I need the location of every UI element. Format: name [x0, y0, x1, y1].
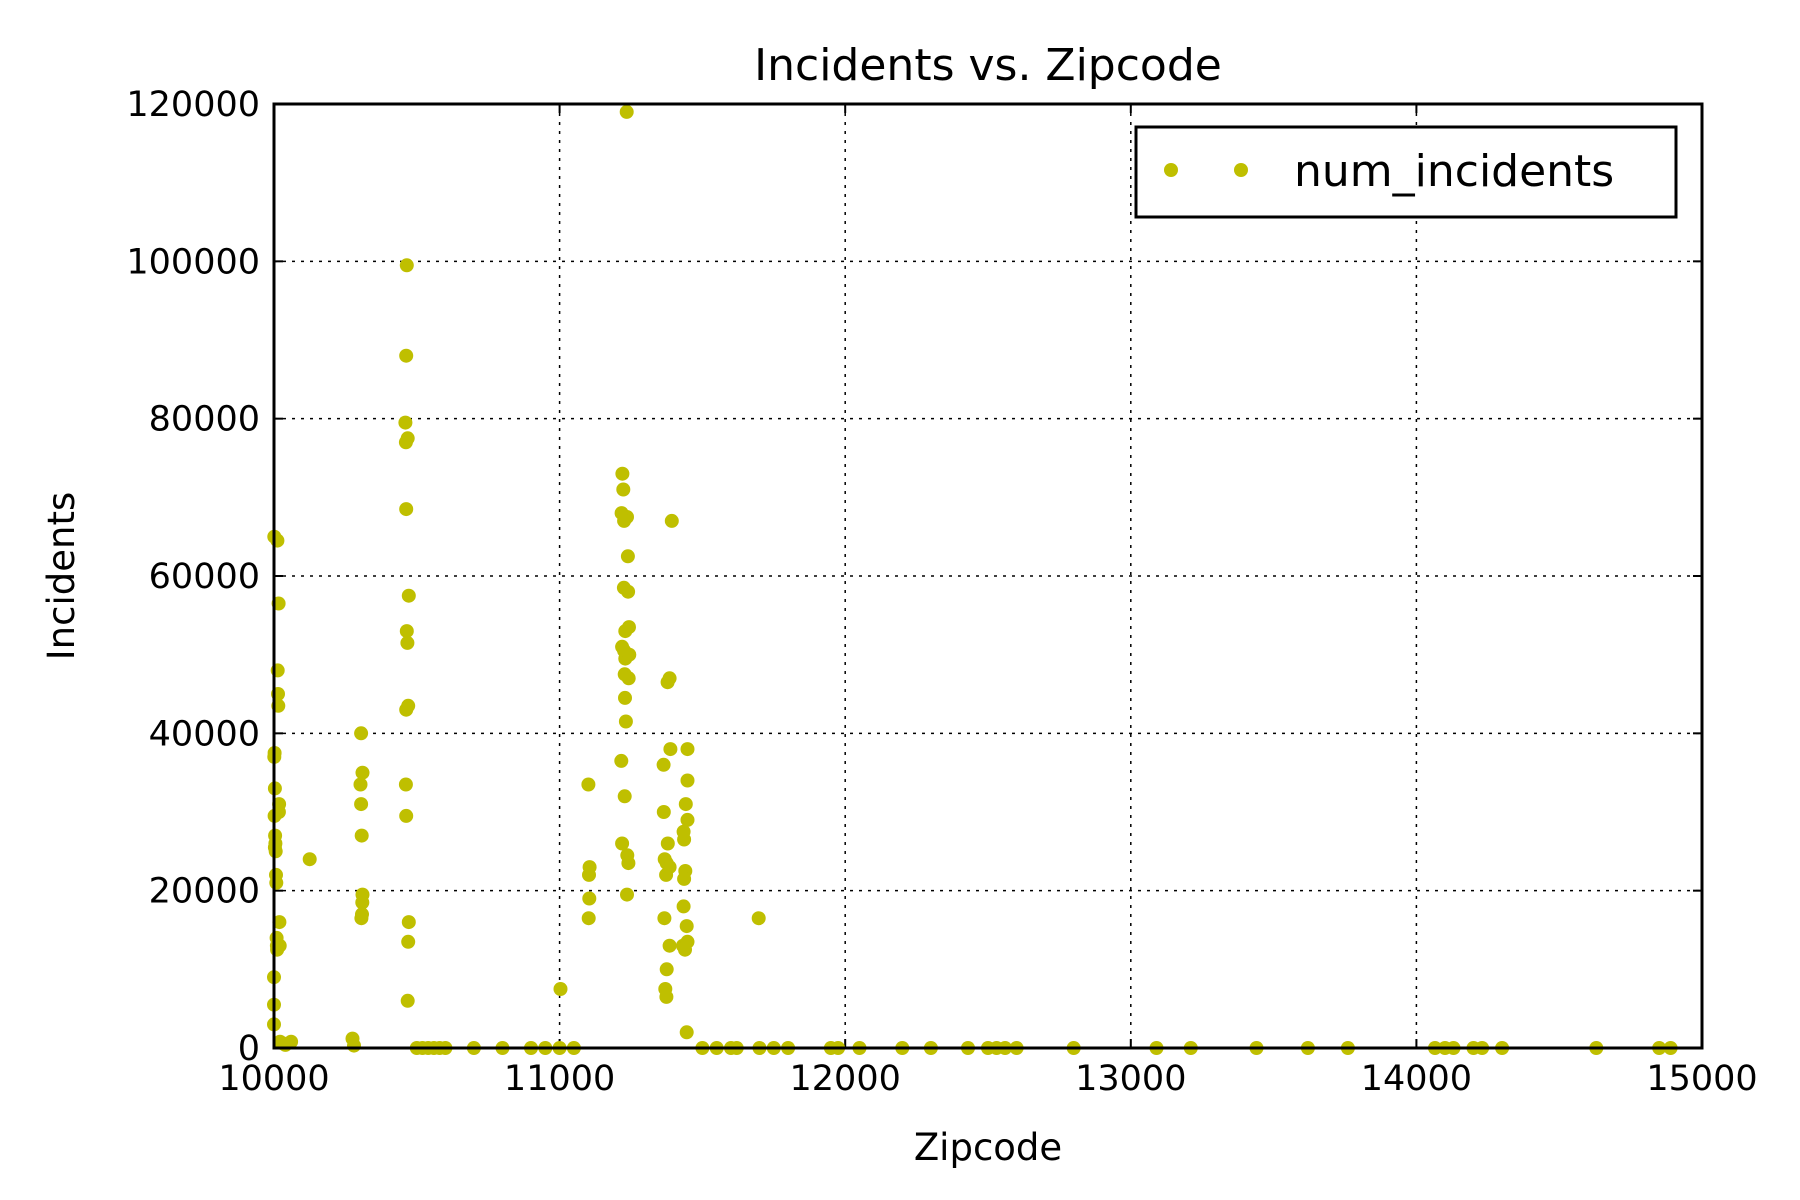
data-point — [662, 938, 677, 953]
data-point — [659, 962, 674, 977]
legend-label: num_incidents — [1294, 146, 1614, 197]
data-point — [553, 982, 568, 996]
data-point — [677, 871, 692, 886]
data-point — [581, 777, 596, 792]
x-tick-label: 14000 — [1361, 1059, 1472, 1099]
data-point — [659, 867, 674, 882]
data-point — [621, 584, 636, 599]
data-point — [347, 1038, 361, 1053]
y-tick-label: 100000 — [126, 242, 260, 282]
data-point — [614, 753, 629, 768]
data-point — [659, 989, 674, 1004]
data-point — [660, 836, 675, 851]
data-point — [399, 808, 414, 823]
data-point — [355, 895, 370, 910]
x-tick-label: 13000 — [1075, 1059, 1186, 1099]
y-tick-label: 80000 — [149, 400, 260, 440]
data-point — [680, 773, 695, 788]
data-point — [401, 588, 416, 603]
data-point — [354, 797, 369, 812]
data-point — [619, 104, 634, 119]
data-point — [269, 875, 284, 890]
data-point — [751, 911, 766, 926]
data-point — [272, 915, 287, 930]
data-point — [621, 856, 636, 871]
plot-frame — [272, 102, 1704, 1050]
y-tick-label: 60000 — [149, 557, 260, 597]
data-point — [399, 702, 414, 717]
legend-box — [1134, 125, 1678, 219]
data-point — [581, 911, 596, 926]
data-point — [656, 757, 671, 772]
axis-ticks: 10000 11000 12000 13000 14000 15000 0 20000 4000… — [126, 85, 1757, 1099]
data-point — [399, 624, 414, 639]
data-point — [620, 887, 634, 902]
data-point — [302, 852, 317, 867]
data-point — [272, 797, 287, 812]
data-point — [616, 482, 631, 497]
legend-marker — [1164, 163, 1178, 177]
y-tick-label: 0 — [238, 1029, 260, 1069]
data-point — [582, 867, 596, 882]
data-point — [617, 789, 632, 804]
data-point — [355, 765, 370, 780]
data-points — [267, 104, 1678, 1055]
data-point — [621, 671, 636, 686]
data-point — [679, 919, 694, 934]
data-point — [676, 899, 691, 914]
data-point — [353, 777, 368, 792]
data-point — [272, 938, 287, 953]
data-point — [354, 828, 369, 843]
data-point — [400, 993, 415, 1008]
data-point — [399, 502, 414, 517]
data-point — [354, 911, 369, 926]
data-point — [657, 911, 672, 926]
x-tick-label: 11000 — [504, 1059, 615, 1099]
y-tick-label: 120000 — [126, 85, 260, 125]
data-point — [663, 742, 678, 757]
data-point — [618, 624, 633, 639]
y-tick-label: 20000 — [149, 872, 260, 912]
data-point — [622, 647, 637, 662]
legend: num_incidents — [1134, 125, 1678, 219]
data-point — [354, 726, 369, 741]
data-point — [399, 258, 414, 273]
x-tick-label: 10000 — [218, 1059, 329, 1099]
data-point — [664, 513, 679, 528]
data-point — [617, 513, 632, 528]
y-tick-label: 40000 — [149, 714, 260, 754]
data-point — [398, 777, 413, 792]
data-point — [618, 714, 633, 729]
data-point — [400, 635, 415, 650]
data-point — [680, 742, 695, 757]
data-point — [680, 812, 695, 827]
data-point — [615, 466, 630, 481]
data-point — [398, 415, 413, 430]
data-point — [679, 1025, 694, 1040]
data-point — [401, 934, 416, 949]
x-tick-label: 15000 — [1646, 1059, 1757, 1099]
data-point — [620, 549, 635, 564]
legend-marker — [1234, 163, 1248, 177]
data-point — [678, 797, 693, 812]
grid-lines — [274, 104, 1702, 1048]
data-point — [615, 836, 630, 851]
chart-title: Incidents vs. Zipcode — [754, 40, 1222, 91]
data-point — [399, 348, 414, 363]
x-tick-label: 12000 — [790, 1059, 901, 1099]
data-point — [677, 832, 692, 847]
data-point — [618, 690, 632, 705]
y-axis-label: Incidents — [40, 492, 83, 660]
data-point — [401, 915, 416, 930]
data-point — [284, 1034, 299, 1049]
data-point — [400, 431, 415, 446]
data-point — [678, 942, 692, 957]
x-axis-label: Zipcode — [914, 1126, 1062, 1169]
data-point — [660, 675, 675, 690]
data-point — [582, 891, 597, 906]
data-point — [656, 805, 671, 819]
